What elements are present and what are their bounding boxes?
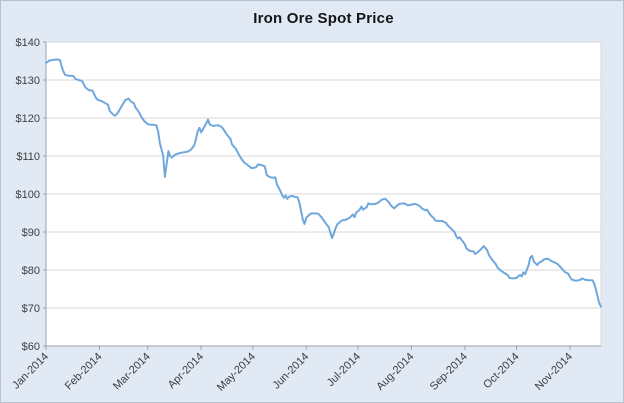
x-axis-label: Sep-2014 bbox=[428, 351, 470, 393]
y-axis-label: $90 bbox=[22, 227, 40, 239]
y-axis-label: $80 bbox=[22, 265, 40, 277]
x-axis-label: Aug-2014 bbox=[374, 351, 416, 393]
y-axis-label: $60 bbox=[22, 341, 40, 353]
chart-title: Iron Ore Spot Price bbox=[253, 10, 394, 27]
x-axis-label: Oct-2014 bbox=[481, 351, 521, 391]
y-axis-label: $130 bbox=[16, 75, 40, 87]
x-axis-label: Jul-2014 bbox=[325, 351, 363, 389]
x-axis-label: May-2014 bbox=[215, 351, 258, 394]
y-axis-label: $110 bbox=[16, 151, 40, 163]
x-axis-label: Nov-2014 bbox=[533, 351, 575, 393]
y-axis-label: $70 bbox=[22, 303, 40, 315]
y-axis-label: $100 bbox=[16, 189, 40, 201]
y-axis-label: $140 bbox=[16, 37, 40, 49]
x-axis-label: Jan-2014 bbox=[10, 351, 51, 392]
y-axis-label: $120 bbox=[16, 113, 40, 125]
x-axis-label: Apr-2014 bbox=[166, 351, 206, 391]
x-axis-label: Mar-2014 bbox=[111, 351, 153, 393]
price-line-series bbox=[45, 58, 602, 308]
x-axis-label: Feb-2014 bbox=[63, 351, 105, 393]
x-axis-label: Jun-2014 bbox=[270, 351, 311, 392]
